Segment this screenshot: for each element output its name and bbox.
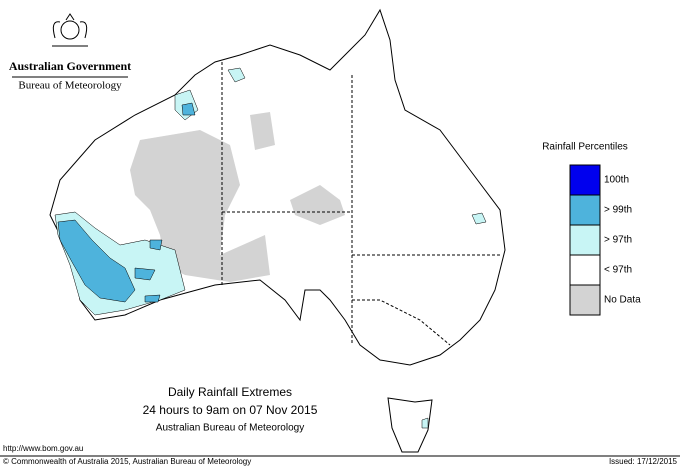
- crest: [52, 13, 88, 47]
- bureau-name: Bureau of Meteorology: [18, 80, 122, 92]
- footer-issued: Issued: 17/12/2015: [609, 457, 678, 466]
- legend-label: No Data: [604, 295, 641, 306]
- legend: 100th > 99th > 97th < 97th No Data: [569, 164, 641, 316]
- state-borders: [221, 62, 500, 346]
- legend-swatch: [569, 194, 601, 226]
- caption-subtitle: 24 hours to 9am on 07 Nov 2015: [143, 403, 318, 417]
- tasmania: [387, 397, 433, 453]
- legend-label: > 99th: [604, 205, 632, 216]
- legend-label: > 97th: [604, 235, 632, 246]
- legend-swatch: [569, 284, 601, 316]
- tasmania-region: [421, 417, 429, 429]
- above-99th-regions: [57, 102, 196, 303]
- caption-title: Daily Rainfall Extremes: [168, 385, 292, 399]
- no-data-regions: [130, 112, 345, 282]
- legend-label: 100th: [604, 175, 629, 186]
- caption-source: Australian Bureau of Meteorology: [156, 423, 304, 434]
- footer-copyright: © Commonwealth of Australia 2015, Austra…: [3, 457, 251, 466]
- government-name: Australian Government: [9, 59, 131, 73]
- legend-swatch: [569, 254, 601, 286]
- legend-label: < 97th: [604, 265, 632, 276]
- legend-title: Rainfall Percentiles: [542, 142, 628, 153]
- legend-swatch: [569, 224, 601, 256]
- footer-url: http://www.bom.gov.au: [3, 444, 83, 453]
- legend-swatch: [569, 164, 601, 196]
